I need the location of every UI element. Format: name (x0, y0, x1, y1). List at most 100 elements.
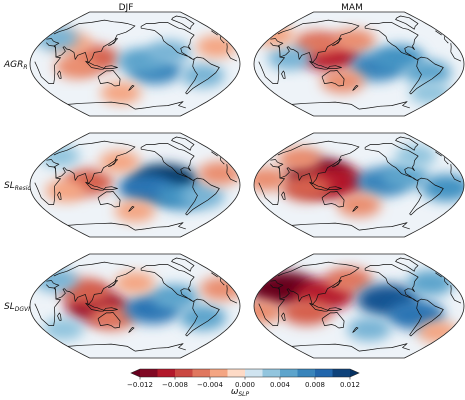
coastline-eurasia (46, 140, 225, 185)
coastline-samerica (409, 298, 444, 337)
coastline-australia (97, 70, 121, 87)
colorbar-segment (192, 369, 211, 377)
anomaly-blob (254, 299, 283, 324)
anomaly-blob (407, 270, 455, 296)
anomaly-blob (320, 69, 365, 94)
coastline-australia (97, 191, 121, 208)
colorbar-segment (315, 369, 333, 377)
map-panel-r0-c1 (254, 12, 464, 116)
row-label-agr: AGRR (3, 60, 28, 71)
row-label-sl-resid-main: SL (4, 181, 15, 191)
coastline-indonesia (85, 60, 118, 70)
anomaly-blob (45, 179, 87, 203)
coastline-samerica (409, 56, 444, 95)
colorbar-segment (332, 369, 351, 377)
anomaly-blob (34, 268, 79, 292)
anomaly-blob (199, 276, 240, 301)
colorbar-tick-label: 0.012 (340, 381, 360, 389)
coastline-namerica (364, 143, 419, 181)
coastline-indonesia (85, 302, 118, 312)
colorbar-segment (262, 369, 281, 377)
column-title-djf: DJF (119, 3, 134, 13)
coastline-antarctica (67, 101, 186, 110)
anomaly-blob (347, 317, 392, 342)
anomaly-blob (99, 150, 141, 174)
coastline-australia (321, 312, 345, 329)
coastline-japan (332, 280, 342, 288)
anomaly-blob (331, 28, 376, 53)
colorbar-tick-label: 0.000 (235, 381, 255, 389)
coastline-samerica (409, 177, 444, 216)
anomaly-blob (180, 184, 225, 209)
map-outline (253, 132, 465, 238)
coastline-namerica (140, 264, 195, 302)
coastline-japan (108, 159, 118, 167)
coastline-nz (128, 206, 135, 212)
colorbar-segment (157, 369, 176, 377)
coastline-madagascar (281, 191, 286, 200)
anomaly-blob (34, 26, 79, 50)
coastline-nz (128, 327, 135, 333)
colorbar-tick-label: −0.008 (162, 381, 188, 389)
coastline-africa (258, 284, 462, 326)
coastline-indonesia (309, 181, 342, 191)
coastline-africa (34, 163, 238, 205)
coastline-antarctica (291, 343, 410, 352)
anomaly-blob (38, 144, 80, 168)
colorbar-segment (280, 369, 298, 377)
colorbar-tick-label: −0.004 (197, 381, 223, 389)
coastline-australia (321, 191, 345, 208)
colorbar-segment (245, 369, 263, 377)
colorbar-tick-label: 0.004 (270, 381, 291, 389)
row-label-sl-dgvms-main: SL (4, 302, 15, 312)
anomaly-blob (179, 304, 227, 331)
anomaly-blob (180, 63, 225, 88)
coastline-africa (34, 284, 238, 326)
coastline-namerica (140, 22, 195, 60)
anomaly-blob (267, 46, 312, 71)
coastline-africa (258, 42, 462, 84)
anomaly-blob (195, 35, 237, 58)
colorbar-segment (227, 369, 246, 377)
coastline-eurasia (270, 19, 449, 64)
colorbar-label: ωSLP (231, 387, 250, 398)
column-title-mam: MAM (341, 3, 363, 13)
map-outline (29, 253, 241, 359)
coastline-indonesia (309, 60, 342, 70)
coastline-antarctica (291, 101, 410, 110)
coastline-namerica (364, 264, 419, 302)
anomaly-blob (395, 144, 437, 168)
coastline-japan (108, 280, 118, 288)
coastline-greenland (395, 257, 419, 272)
colorbar-tick-label: 0.008 (305, 381, 325, 389)
coastline-greenland (171, 136, 195, 151)
coastline-eurasia (46, 261, 225, 306)
colorbar-extend-min (131, 369, 140, 377)
anomaly-blob (146, 40, 191, 65)
coastline-australia (97, 312, 121, 329)
map-panel-r1-c0 (30, 133, 240, 237)
anomaly-blob (381, 163, 429, 190)
map-outline (29, 132, 241, 238)
coastline-madagascar (57, 191, 62, 200)
coastline-australia (321, 70, 345, 87)
coastline-eurasia (270, 140, 449, 185)
colorbar-segment (297, 369, 316, 377)
anomaly-blob (114, 271, 156, 295)
row-label-agr-sub: R (23, 64, 27, 71)
anomaly-blob (325, 267, 373, 293)
map-outline (29, 11, 241, 117)
coastline-antarctica (67, 222, 186, 231)
coastline-samerica (185, 298, 220, 337)
row-label-sl-resid: SLResid (4, 181, 31, 192)
coastline-nz (128, 85, 135, 91)
colorbar-label-sub: SLP (238, 391, 249, 398)
colorbar-label-main: ω (231, 387, 239, 397)
colorbar-extend-max (350, 369, 359, 377)
coastline-eurasia (46, 19, 225, 64)
coastline-samerica (185, 56, 220, 95)
coastline-africa (258, 163, 462, 205)
coastline-indonesia (85, 181, 118, 191)
anomaly-blob (281, 174, 332, 202)
coastline-japan (332, 38, 342, 46)
